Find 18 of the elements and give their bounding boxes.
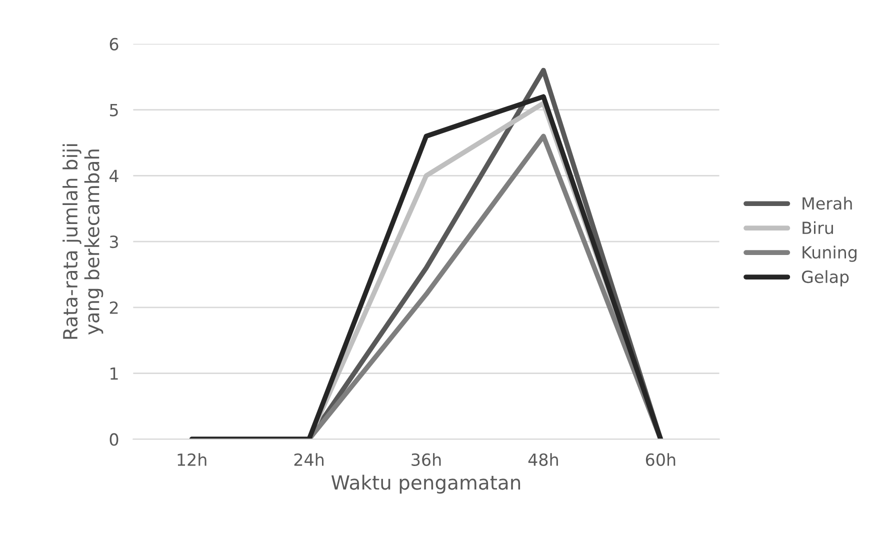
y-tick-label: 2 [110,301,118,314]
x-tick-label: 12h [178,453,206,466]
legend-label: Kuning [802,246,856,262]
legend-label: Gelap [802,270,849,286]
x-tick-label: 24h [294,453,324,466]
x-tick-label: 36h [412,453,441,466]
legend-label: Biru [802,221,833,234]
y-tick-label: 0 [110,433,118,446]
y-tick-label: 6 [110,38,118,50]
y-tick-label: 1 [110,368,118,380]
y-tick-label: 4 [110,170,118,182]
x-tick-label: 48h [528,453,558,466]
y-tick-label: 5 [110,104,118,116]
x-axis-title: Waktu pengamatan [331,474,520,494]
x-tick-label: 60h [646,453,676,466]
y-tick-label: 3 [110,236,118,248]
y-axis-title: Rata-rata jumlah biji yang berkecambah [62,144,104,339]
legend-label: Merah [802,196,852,210]
